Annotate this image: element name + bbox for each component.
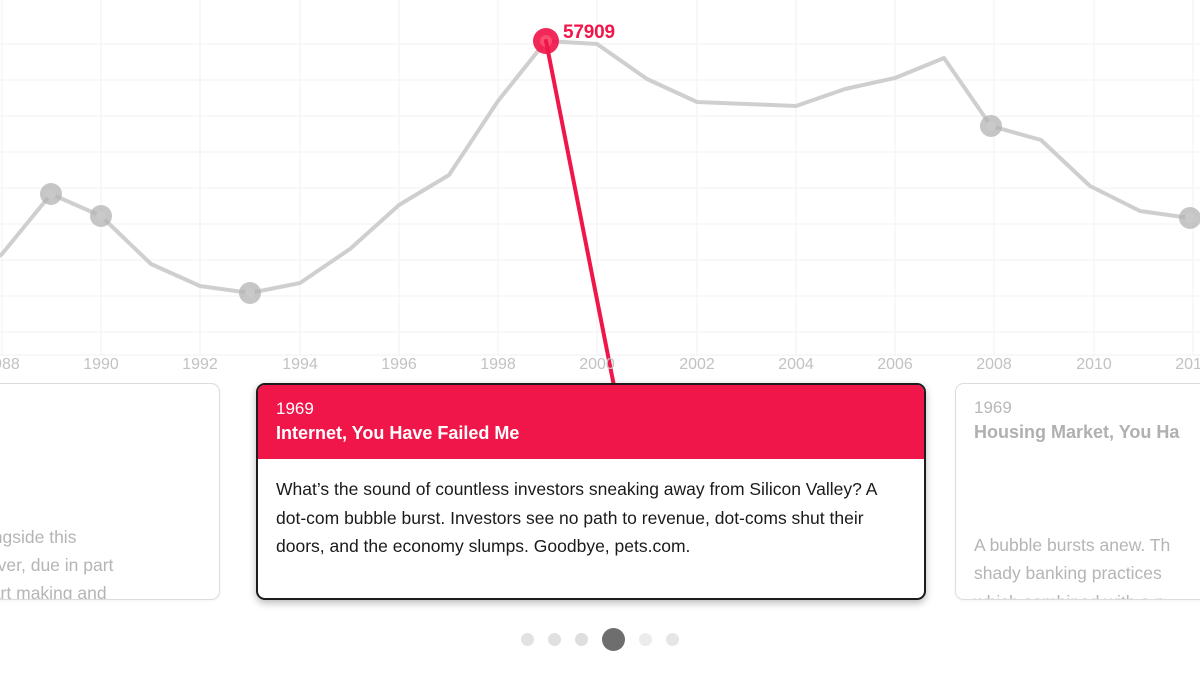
chart-line [0,39,1192,295]
event-card-previous[interactable]: e. Alongside this p recover, due in part… [0,383,220,600]
pagination-dot-active[interactable] [602,628,625,651]
card-title: Internet, You Have Failed Me [276,422,520,443]
card-body: What’s the sound of countless investors … [258,459,924,577]
pagination-dot[interactable] [521,633,534,646]
card-title: Housing Market, You Ha [974,421,1180,442]
axis-tick: 2010 [1076,356,1112,373]
card-body-text: A bubble bursts anew. Th shady banking p… [974,534,1171,599]
horizontal-gridlines [0,43,1200,356]
card-header: 1969 Housing Market, You Ha [956,384,1200,459]
chart-markers [40,115,1200,304]
axis-tick: 2008 [976,356,1012,373]
chart-canvas [0,0,1200,356]
line-chart: 57909 [0,0,1200,356]
card-year: 1969 [276,399,314,418]
event-card-carousel: e. Alongside this p recover, due in part… [0,383,1200,605]
card-body: e. Alongside this p recover, due in part… [0,466,219,600]
axis-tick: 2000 [579,356,615,373]
card-body: A bubble bursts anew. Th shady banking p… [956,458,1200,599]
event-card-current[interactable]: 1969 Internet, You Have Failed Me What’s… [256,383,926,600]
pagination-dot[interactable] [666,633,679,646]
axis-tick: 2004 [778,356,814,373]
axis-tick: 2012 [1175,356,1200,373]
axis-tick: 1988 [0,356,20,373]
axis-tick: 2002 [679,356,715,373]
highlight-value-label: 57909 [563,22,615,43]
pagination-dot[interactable] [548,633,561,646]
card-body-text: e. Alongside this p recover, due in part… [0,526,114,600]
vertical-gridlines [1,0,1194,356]
axis-tick: 1992 [182,356,218,373]
axis-tick: 1996 [381,356,417,373]
axis-tick: 1990 [83,356,119,373]
pagination-dot[interactable] [575,633,588,646]
event-card-next[interactable]: 1969 Housing Market, You Ha A bubble bur… [955,383,1200,600]
card-body-text: What’s the sound of countless investors … [276,479,877,556]
axis-tick: 2006 [877,356,913,373]
highlighted-marker[interactable] [533,28,559,54]
pagination-dot[interactable] [639,633,652,646]
x-axis: 1988 1990 1992 1994 1996 1998 2000 2002 … [0,356,1200,386]
carousel-pagination [0,628,1200,651]
card-year: 1969 [974,398,1012,417]
axis-tick: 1994 [282,356,318,373]
axis-tick: 1998 [480,356,516,373]
card-header: 1969 Internet, You Have Failed Me [258,385,924,460]
